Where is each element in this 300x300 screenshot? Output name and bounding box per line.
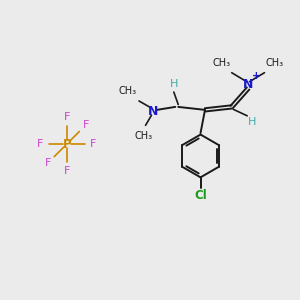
Text: F: F [90, 139, 97, 149]
Text: F: F [64, 112, 70, 122]
Text: F: F [37, 139, 43, 149]
Text: N: N [243, 78, 253, 91]
Text: H: H [169, 79, 178, 89]
Text: CH₃: CH₃ [118, 86, 137, 96]
Text: CH₃: CH₃ [213, 58, 231, 68]
Text: F: F [82, 120, 89, 130]
Text: H: H [248, 117, 257, 128]
Text: CH₃: CH₃ [265, 58, 283, 68]
Text: P: P [62, 138, 71, 151]
Text: CH₃: CH₃ [135, 131, 153, 141]
Text: +: + [252, 71, 261, 81]
Text: N: N [148, 105, 158, 118]
Text: F: F [45, 158, 51, 168]
Text: Cl: Cl [194, 189, 207, 202]
Text: F: F [64, 166, 70, 176]
